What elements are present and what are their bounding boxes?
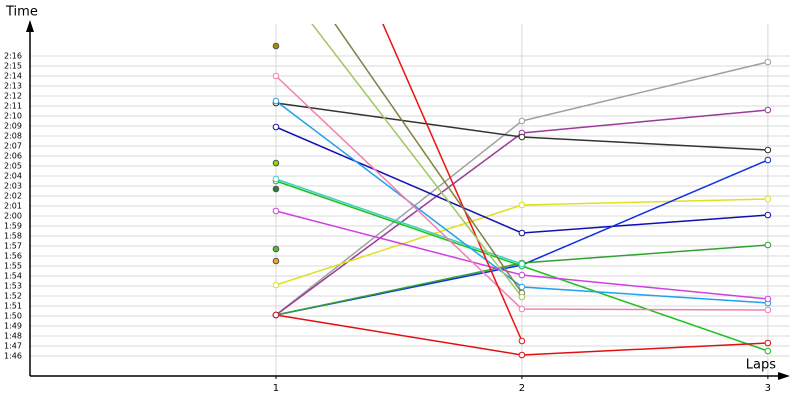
point <box>518 271 526 279</box>
y-tick-label: 1:53 <box>4 282 22 291</box>
y-tick-label: 2:01 <box>4 202 22 211</box>
point <box>518 260 526 268</box>
y-tick-label: 1:57 <box>4 242 22 251</box>
point <box>764 295 772 303</box>
point <box>272 245 280 253</box>
point <box>764 306 772 314</box>
x-tick-label: 3 <box>765 383 771 394</box>
y-tick-label: 2:02 <box>4 192 22 201</box>
point <box>518 293 526 301</box>
y-axis-title: Time <box>5 5 38 20</box>
point <box>764 58 772 66</box>
y-tick-label: 2:16 <box>4 52 22 61</box>
y-tick-label: 2:08 <box>4 132 22 141</box>
y-tick-label: 1:49 <box>4 322 22 331</box>
x-tick-label: 1 <box>273 383 279 394</box>
point <box>518 283 526 291</box>
series <box>272 24 772 359</box>
point <box>764 156 772 164</box>
y-tick-label: 1:54 <box>4 272 22 281</box>
point <box>764 241 772 249</box>
point <box>764 339 772 347</box>
point <box>518 337 526 345</box>
x-axis-title: Laps <box>746 358 776 373</box>
point <box>272 97 280 105</box>
point <box>764 146 772 154</box>
point <box>272 72 280 80</box>
point <box>518 117 526 125</box>
y-tick-label: 2:15 <box>4 62 22 71</box>
series-line <box>382 24 523 342</box>
point <box>764 106 772 114</box>
point <box>518 201 526 209</box>
series-line <box>311 24 523 298</box>
series-line <box>275 178 523 265</box>
point <box>272 257 280 265</box>
y-tick-label: 1:48 <box>4 332 22 341</box>
y-tick-label: 2:05 <box>4 162 22 171</box>
point <box>272 311 280 319</box>
series-line <box>334 24 523 294</box>
y-axis-arrow <box>26 20 34 32</box>
point <box>764 195 772 203</box>
point <box>518 229 526 237</box>
y-tick-label: 1:51 <box>4 302 22 311</box>
point <box>518 305 526 313</box>
y-tick-label: 2:03 <box>4 182 22 191</box>
point <box>764 211 772 219</box>
y-tick-label: 1:56 <box>4 252 22 261</box>
y-tick-label: 1:59 <box>4 222 22 231</box>
x-tick-label: 2 <box>519 383 525 394</box>
point <box>518 133 526 141</box>
y-tick-label: 1:46 <box>4 352 22 361</box>
y-tick-label: 2:12 <box>4 92 22 101</box>
y-tick-label: 1:52 <box>4 292 22 301</box>
y-tick-label: 2:13 <box>4 82 22 91</box>
y-tick-label: 2:00 <box>4 212 22 221</box>
y-tick-label: 2:04 <box>4 172 22 181</box>
y-tick-label: 2:06 <box>4 152 22 161</box>
y-tick-label: 1:50 <box>4 312 22 321</box>
point <box>764 347 772 355</box>
x-axis-arrow <box>778 372 790 380</box>
y-tick-label: 2:14 <box>4 72 22 81</box>
y-tick-label: 1:47 <box>4 342 22 351</box>
point <box>272 185 280 193</box>
point <box>272 123 280 131</box>
point <box>272 42 280 50</box>
y-tick-label: 1:58 <box>4 232 22 241</box>
point <box>272 281 280 289</box>
y-tick-label: 2:09 <box>4 122 22 131</box>
y-tick-label: 2:07 <box>4 142 22 151</box>
point <box>272 207 280 215</box>
point <box>272 175 280 183</box>
y-tick-label: 2:10 <box>4 112 22 121</box>
point <box>518 351 526 359</box>
y-tick-label: 1:55 <box>4 262 22 271</box>
y-tick-label: 2:11 <box>4 102 22 111</box>
point <box>272 159 280 167</box>
